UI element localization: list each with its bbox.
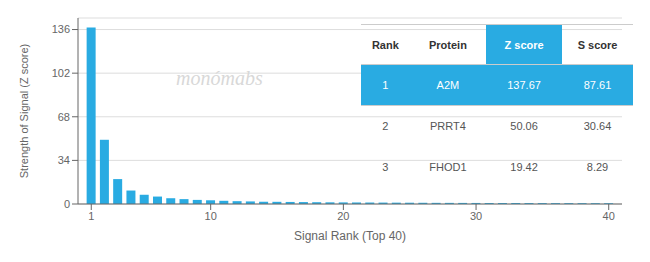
svg-text:0: 0 (64, 198, 70, 210)
svg-text:40: 40 (603, 210, 615, 222)
html-text:1: 1 (382, 79, 389, 92)
html-text:A2M: A2M (436, 79, 460, 92)
html-text:PRRT4: PRRT4 (430, 120, 466, 133)
svg-text:20: 20 (337, 210, 349, 222)
html-text:FHOD1: FHOD1 (429, 160, 467, 173)
html-text:2: 2 (382, 120, 389, 133)
html-text:19.42: 19.42 (510, 160, 538, 173)
html-text:30.64: 30.64 (583, 120, 612, 133)
html-text:87.61: 87.61 (583, 79, 612, 92)
svg-text:136: 136 (52, 23, 70, 35)
html-text:monómabs: monómabs (176, 66, 263, 88)
svg-text:Strength of Signal (Z score): Strength of Signal (Z score) (18, 44, 30, 179)
svg-text:Signal Rank (Top 40): Signal Rank (Top 40) (294, 229, 406, 243)
html-text:Z score: Z score (504, 38, 544, 51)
svg-text:102: 102 (52, 67, 70, 79)
html-text:137.67: 137.67 (507, 79, 541, 92)
svg-text:68: 68 (58, 111, 70, 123)
html-text:50.06: 50.06 (510, 120, 538, 133)
svg-text:34: 34 (58, 154, 70, 166)
html-text:Protein: Protein (429, 38, 467, 51)
svg-text:10: 10 (205, 210, 217, 222)
html-text:Rank: Rank (371, 38, 399, 51)
html-text:8.29: 8.29 (586, 160, 609, 173)
html-text:3: 3 (382, 160, 389, 173)
svg-text:30: 30 (470, 210, 482, 222)
svg-text:1: 1 (88, 210, 94, 222)
html-text:S score: S score (577, 38, 618, 51)
